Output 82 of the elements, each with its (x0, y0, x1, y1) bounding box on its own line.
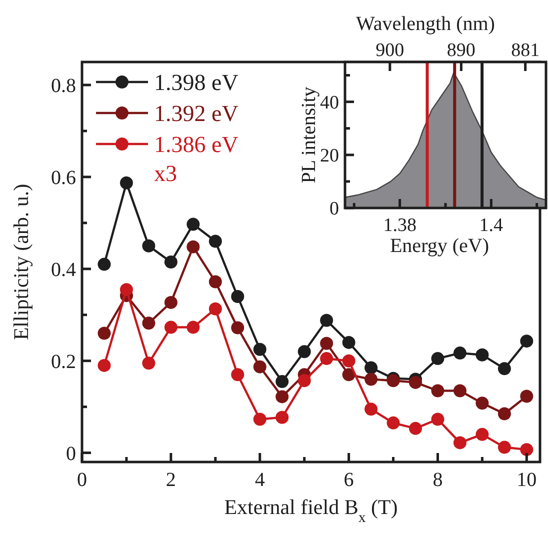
point (520, 334, 534, 348)
x-tick-label: 2 (166, 469, 176, 491)
point (408, 422, 422, 435)
point (520, 390, 534, 403)
y-tick-label: 0.8 (51, 74, 76, 97)
point (208, 275, 222, 288)
point (276, 410, 289, 424)
point (186, 320, 200, 334)
point (276, 375, 289, 388)
point (120, 176, 133, 190)
point (120, 283, 133, 296)
point (342, 336, 356, 349)
x-tick-label: 1.4 (479, 215, 504, 236)
point (342, 354, 356, 368)
x2-tick-label: 890 (446, 40, 476, 61)
x-tick-label: 4 (254, 469, 265, 491)
point (164, 320, 178, 334)
point (320, 352, 334, 366)
point (98, 358, 111, 372)
x-tick-label: 8 (432, 469, 443, 491)
x-tick-label: 1.38 (383, 215, 416, 236)
point (476, 348, 489, 362)
point (364, 372, 378, 386)
point (320, 314, 334, 327)
point (364, 361, 378, 374)
y-tick-label: 0 (330, 198, 339, 220)
y-axis-title: PL intensity (298, 86, 320, 184)
point (164, 256, 178, 268)
point (186, 218, 200, 231)
point (208, 234, 222, 248)
point (520, 443, 534, 456)
point (453, 346, 466, 360)
y-tick-label: 20 (320, 146, 339, 167)
x-tick-label: 6 (344, 469, 354, 491)
point (431, 412, 444, 426)
x2-tick-label: 900 (376, 40, 404, 61)
point (453, 384, 466, 398)
y-axis-title: Ellipticity (arb. u.) (9, 184, 33, 340)
point (98, 258, 111, 271)
point (98, 326, 111, 340)
point (231, 321, 244, 334)
x-axis-title: Energy (eV) (390, 235, 490, 257)
point (164, 296, 178, 309)
point (253, 412, 266, 426)
point (408, 376, 422, 389)
point (431, 384, 444, 398)
y-tick-label: 0.2 (51, 350, 76, 373)
point (186, 240, 200, 254)
point (253, 342, 266, 356)
y-tick-label: 0 (66, 442, 76, 465)
x-tick-label: 10 (516, 469, 537, 491)
legend-label: 1.392 eV (154, 101, 239, 126)
y-tick-label: 0.6 (51, 166, 76, 189)
y-tick-label: 40 (320, 92, 339, 114)
point (142, 316, 156, 330)
point (476, 396, 489, 410)
point (253, 360, 266, 374)
annotation: x3 (154, 161, 177, 186)
point (298, 345, 311, 358)
point (276, 390, 289, 404)
point (142, 239, 156, 252)
point (208, 302, 222, 316)
legend-label: 1.398 eV (154, 70, 239, 95)
point (498, 407, 511, 420)
x2-tick-label: 881 (511, 40, 540, 61)
legend-label: 1.386 eV (154, 132, 239, 157)
point (476, 428, 489, 441)
point (386, 374, 400, 388)
point (298, 374, 311, 388)
point (231, 368, 244, 382)
x-axis-title: External field B$_{x}$ (T) (224, 495, 398, 526)
y-tick-label: 0.4 (51, 258, 76, 281)
point (431, 352, 444, 366)
point (231, 290, 244, 303)
point (364, 402, 378, 416)
point (498, 440, 511, 454)
x2-axis-title: Wavelength (nm) (356, 13, 495, 35)
point (386, 416, 400, 430)
point (142, 356, 156, 370)
point (320, 336, 334, 350)
point (453, 436, 466, 450)
point (498, 362, 511, 376)
